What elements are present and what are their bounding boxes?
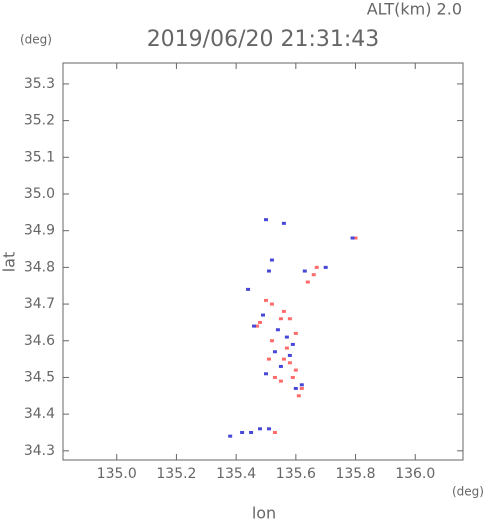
x-tick-label: 135.4 xyxy=(216,466,256,482)
data-point xyxy=(278,379,283,383)
data-point xyxy=(266,269,271,273)
y-tick-label: 34.8 xyxy=(24,259,55,275)
data-point xyxy=(228,434,233,438)
data-point xyxy=(269,339,274,343)
data-point xyxy=(272,375,277,379)
y-axis-label: lat xyxy=(0,252,19,273)
data-point xyxy=(269,258,274,262)
data-point xyxy=(293,331,298,335)
chart-subtitle: ALT(km) 2.0 xyxy=(367,0,462,19)
data-point xyxy=(287,353,292,357)
data-point xyxy=(272,350,277,354)
data-point xyxy=(255,324,260,328)
x-tick-label: 135.8 xyxy=(335,466,375,482)
data-point xyxy=(287,317,292,321)
data-point xyxy=(296,394,301,398)
data-point xyxy=(246,287,251,291)
data-point xyxy=(266,427,271,431)
data-point xyxy=(275,328,280,332)
x-tick-label: 135.2 xyxy=(156,466,196,482)
data-point xyxy=(266,357,271,361)
y-tick-label: 35.0 xyxy=(24,186,55,202)
data-point xyxy=(269,302,274,306)
data-point xyxy=(263,298,268,302)
data-point xyxy=(302,269,307,273)
y-tick-label: 34.3 xyxy=(24,443,55,459)
data-point xyxy=(353,236,358,240)
y-tick-label: 34.7 xyxy=(24,296,55,312)
data-point xyxy=(290,375,295,379)
data-point xyxy=(293,386,298,390)
data-point xyxy=(293,368,298,372)
y-tick-label: 34.9 xyxy=(24,223,55,239)
data-point xyxy=(323,265,328,269)
data-point xyxy=(281,309,286,313)
data-point xyxy=(311,273,316,277)
y-tick-label: 35.1 xyxy=(24,149,55,165)
y-tick-label: 34.5 xyxy=(24,369,55,385)
data-point xyxy=(284,335,289,339)
data-point xyxy=(263,218,268,222)
y-tick-label: 34.4 xyxy=(24,406,55,422)
x-tick-label: 135.0 xyxy=(97,466,137,482)
data-point xyxy=(290,342,295,346)
data-point xyxy=(278,317,283,321)
x-axis-label: lon xyxy=(252,504,276,521)
data-point xyxy=(314,265,319,269)
x-unit: (deg) xyxy=(452,485,484,499)
plot-frame xyxy=(62,62,464,461)
data-point xyxy=(350,236,355,240)
data-point xyxy=(258,427,263,431)
data-point xyxy=(249,430,254,434)
data-point xyxy=(272,430,277,434)
data-point xyxy=(281,357,286,361)
chart-title: 2019/06/20 21:31:43 xyxy=(147,27,380,52)
data-point xyxy=(263,372,268,376)
data-point xyxy=(252,324,257,328)
data-point xyxy=(287,361,292,365)
data-point xyxy=(305,280,310,284)
x-tick-label: 135.6 xyxy=(276,466,316,482)
data-point xyxy=(299,386,304,390)
data-point xyxy=(240,430,245,434)
data-point xyxy=(284,346,289,350)
y-unit: (deg) xyxy=(20,33,52,47)
x-tick-label: 136.0 xyxy=(395,466,435,482)
y-tick-label: 35.3 xyxy=(24,76,55,92)
data-point xyxy=(281,221,286,225)
data-point xyxy=(278,364,283,368)
data-point xyxy=(261,313,265,317)
y-tick-label: 35.2 xyxy=(24,113,55,129)
y-tick-label: 34.6 xyxy=(24,333,55,349)
data-point xyxy=(299,383,304,387)
data-point xyxy=(258,320,263,324)
